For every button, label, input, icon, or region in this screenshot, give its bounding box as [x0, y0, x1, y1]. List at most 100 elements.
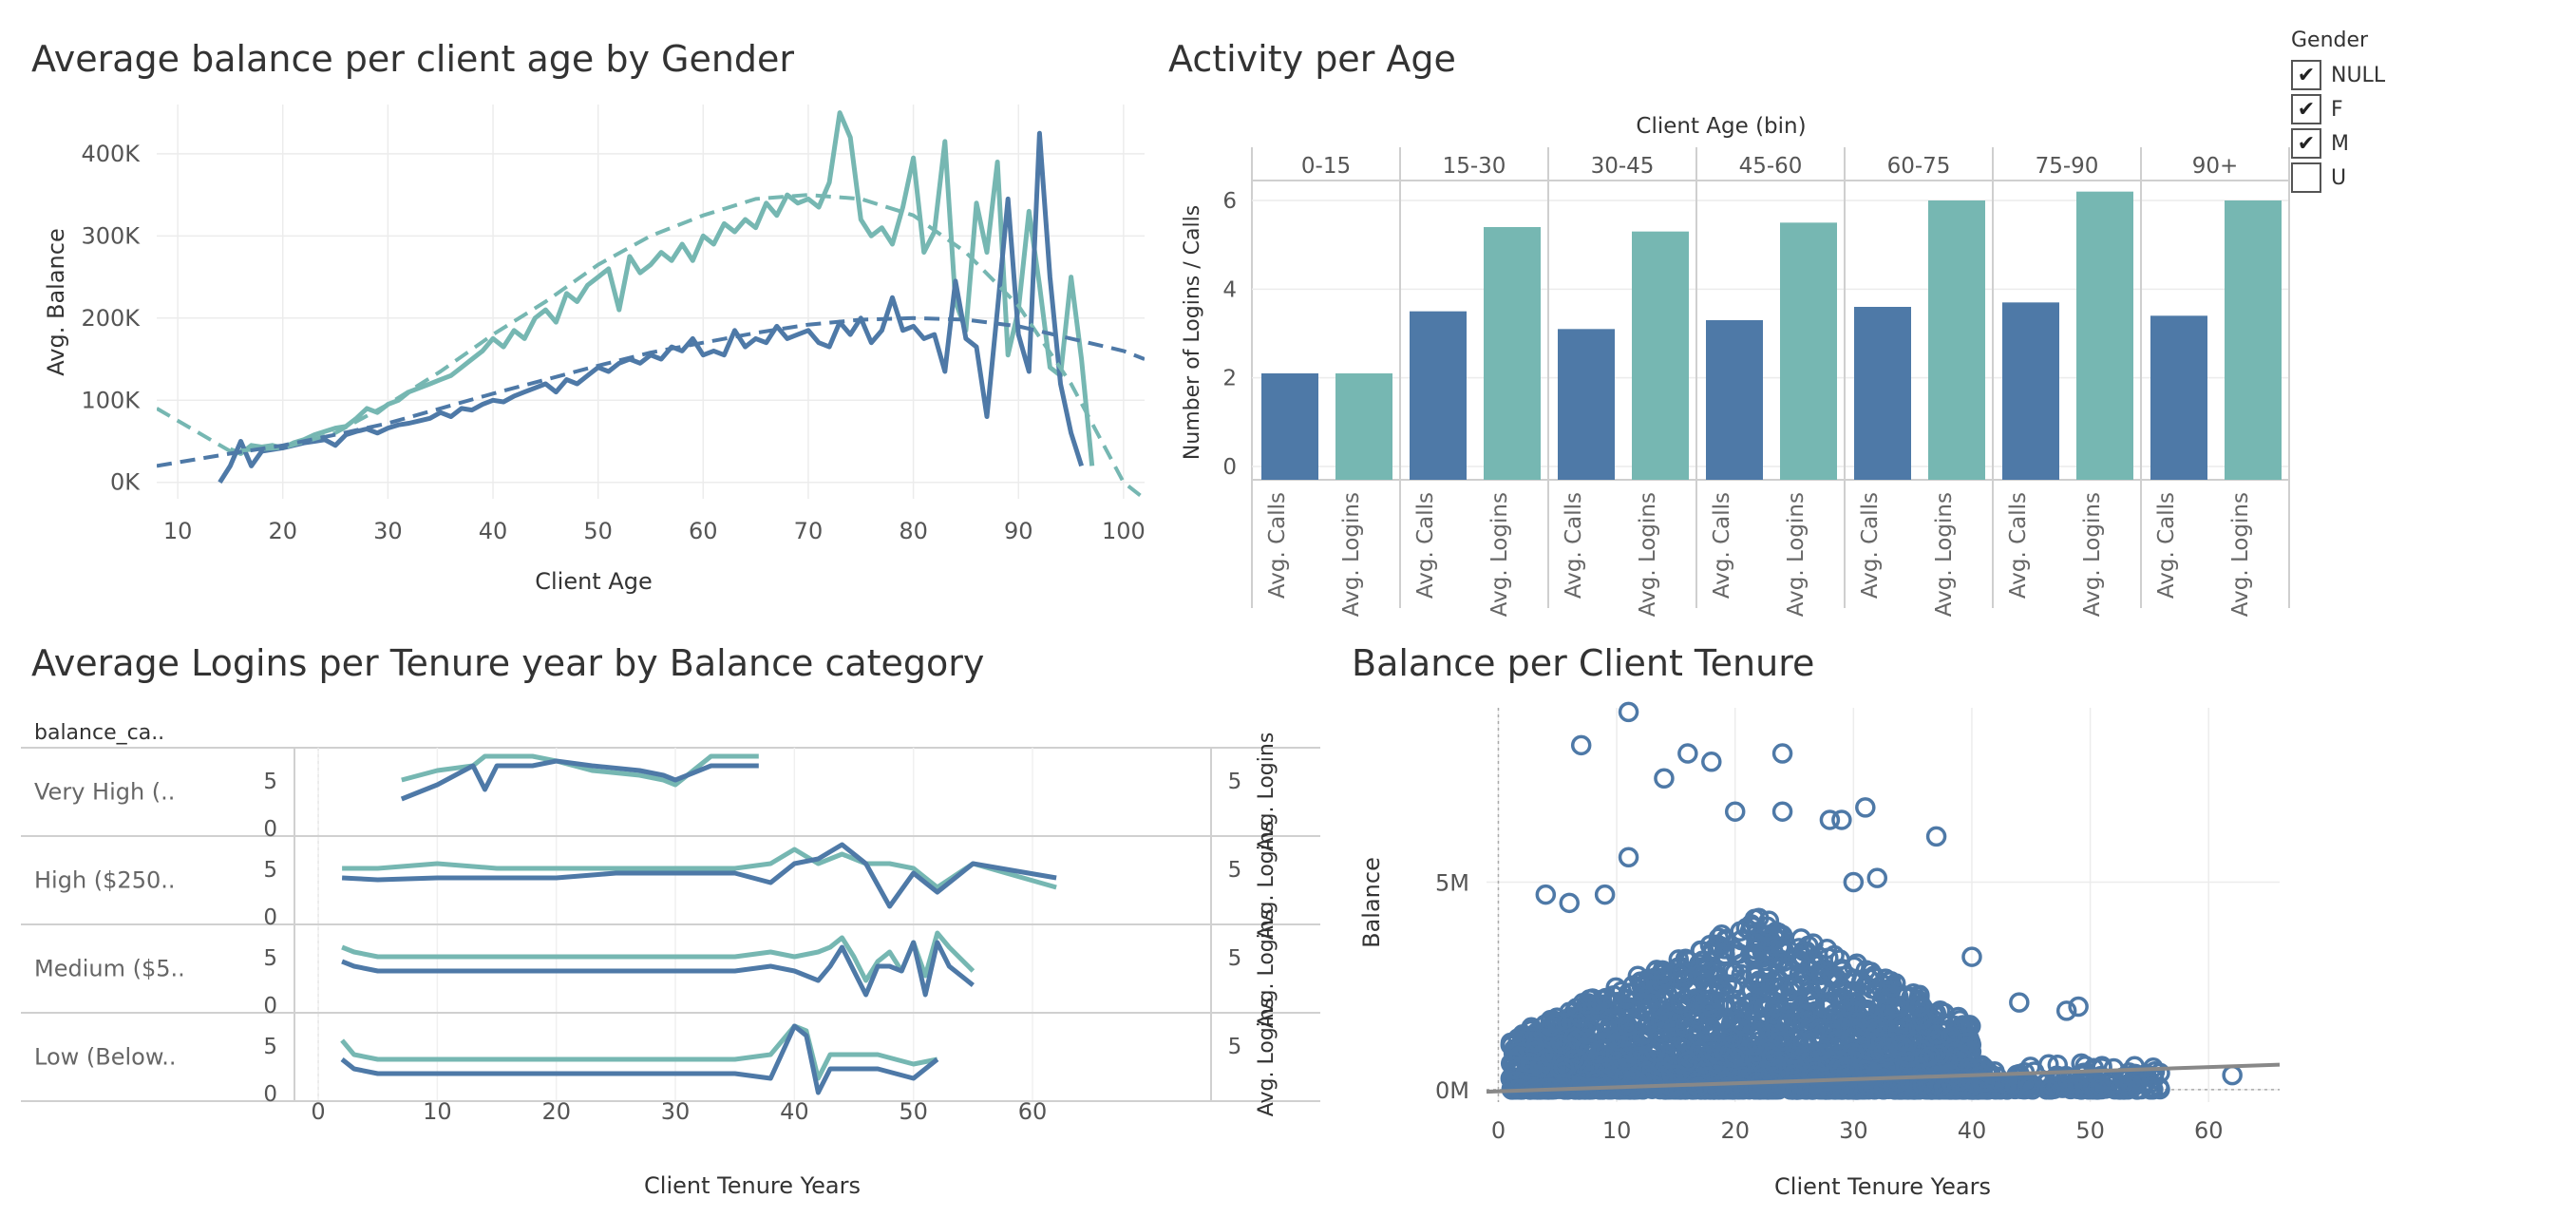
scatter-point	[1926, 1024, 1947, 1045]
scatter-point	[1875, 999, 1896, 1019]
x-tick-label: 20	[1720, 1117, 1750, 1144]
y-tick-label: 0K	[110, 469, 141, 496]
scatter-point	[1576, 994, 1598, 1015]
scatter-point	[1911, 1009, 1933, 1030]
scatter-point	[1752, 982, 1772, 1004]
right-tick-label: 5	[1228, 1035, 1242, 1059]
scatter-point	[1855, 797, 1876, 818]
scatter-point	[1542, 1073, 1563, 1094]
x-tick-label: 40	[1958, 1117, 1987, 1144]
x-tick-label: 20	[541, 1098, 571, 1125]
checkbox-f[interactable]: ✔	[2291, 94, 2321, 124]
row-header: balance_ca..	[34, 721, 164, 745]
scatter-point	[1787, 1008, 1808, 1029]
bar-logins	[2076, 191, 2133, 480]
scatter-point	[1785, 1064, 1807, 1085]
legend-item-null[interactable]: ✔ NULL	[2291, 58, 2385, 92]
balance-age-title: Average balance per client age by Gender	[31, 38, 795, 80]
balance-tenure-chart: 0 10 20 30 40 50 60 0M 5M Client Tenure Years Bala…	[1358, 701, 2281, 1200]
trend-line	[1486, 1062, 2281, 1094]
scatter-point	[1753, 997, 1774, 1018]
bar-calls	[1558, 329, 1615, 480]
scatter-point	[1714, 939, 1735, 960]
x-tick-label: 40	[479, 518, 508, 544]
bar-logins	[1928, 200, 1985, 480]
scatter-point	[1617, 1016, 1638, 1037]
bin-label: 75-90	[2036, 154, 2099, 179]
trend-line-3	[157, 315, 1145, 468]
scatter-point	[1603, 984, 1624, 1006]
legend-label-null: NULL	[2331, 63, 2386, 87]
y-tick-label: 300K	[81, 222, 141, 249]
scatter-point	[1724, 1047, 1745, 1069]
x-tick-label: 30	[661, 1098, 691, 1125]
bar-logins	[1632, 231, 1689, 480]
scatter-point	[1812, 1039, 1833, 1061]
scatter-point	[1692, 950, 1714, 971]
scatter-point	[1708, 968, 1729, 989]
checkbox-null[interactable]: ✔	[2291, 60, 2321, 90]
scatter-point	[1691, 941, 1712, 961]
row-label: Medium ($5..	[34, 956, 185, 982]
x-axis-label: Client Age	[535, 568, 653, 595]
checkbox-u[interactable]	[2291, 162, 2321, 193]
bin-label: 60-75	[1887, 154, 1951, 179]
scatter-point	[1743, 947, 1764, 969]
balance-tenure-title: Balance per Client Tenure	[1352, 642, 1815, 684]
x-tick-label: 50	[583, 518, 613, 544]
scatter-point	[1961, 946, 1982, 967]
scatter-point	[1565, 998, 1587, 1018]
scatter-point	[1727, 1075, 1749, 1097]
scatter-point	[1822, 1007, 1844, 1029]
scatter-point	[1699, 993, 1720, 1015]
right-tick-label: 5	[1228, 858, 1242, 883]
right-axis-label: Avg. Logins	[1255, 821, 1279, 941]
scatter-point	[1618, 847, 1639, 868]
scatter-point	[1709, 1079, 1730, 1100]
row-y-tick-label: 5	[263, 770, 277, 794]
scatter-point	[1803, 933, 1824, 954]
y-tick-label: 2	[1222, 367, 1237, 391]
logins-tenure-title: Average Logins per Tenure year by Balanc…	[31, 642, 985, 684]
scatter-point	[1741, 1009, 1762, 1031]
x-tick-label: 0	[1491, 1117, 1506, 1144]
activity-chart: Client Age (bin) Number of Logins / Calls…	[1181, 114, 2290, 617]
y-tick-label: 400K	[81, 141, 141, 167]
checkbox-m[interactable]: ✔	[2291, 128, 2321, 159]
trend-line-2	[157, 193, 1145, 501]
y-axis-label: Balance	[1358, 857, 1385, 948]
scatter-point	[1529, 1056, 1551, 1078]
x-tick-label: 50	[2075, 1117, 2105, 1144]
scatter-point	[1744, 1000, 1765, 1021]
y-tick-label: 6	[1222, 189, 1237, 214]
y-tick-label: 100K	[81, 387, 141, 413]
right-axis-label: Avg. Logins	[1255, 909, 1279, 1029]
scatter-point	[2222, 1064, 2243, 1086]
scatter-point	[1882, 977, 1904, 998]
scatter-point	[1731, 963, 1752, 985]
y-tick-label: 0	[1222, 455, 1237, 480]
scatter-point	[1687, 1076, 1709, 1098]
legend-item-u[interactable]: U	[2291, 161, 2385, 195]
scatter-point	[1776, 1013, 1798, 1035]
scatter-point	[1777, 993, 1798, 1014]
scatter-point	[1665, 1020, 1686, 1041]
scatter-point	[1670, 993, 1691, 1015]
x-tick-label: 70	[794, 518, 824, 544]
scatter-point	[1731, 1046, 1752, 1067]
scatter-point	[1840, 1028, 1862, 1049]
scatter-point	[2039, 1079, 2060, 1100]
bar-calls	[2002, 302, 2059, 480]
scatter-point	[1598, 1021, 1619, 1043]
scatter-point	[1632, 1024, 1654, 1046]
scatter-point	[1701, 752, 1722, 772]
legend-item-m[interactable]: ✔ M	[2291, 126, 2385, 161]
right-tick-label: 5	[1228, 770, 1242, 794]
scatter-point	[1708, 927, 1730, 949]
measure-label: Avg. Calls	[1562, 492, 1586, 599]
scatter-point	[1594, 884, 1616, 905]
bin-label: 0-15	[1301, 154, 1351, 179]
scatter-point	[2060, 1078, 2081, 1100]
legend-item-f[interactable]: ✔ F	[2291, 92, 2385, 126]
